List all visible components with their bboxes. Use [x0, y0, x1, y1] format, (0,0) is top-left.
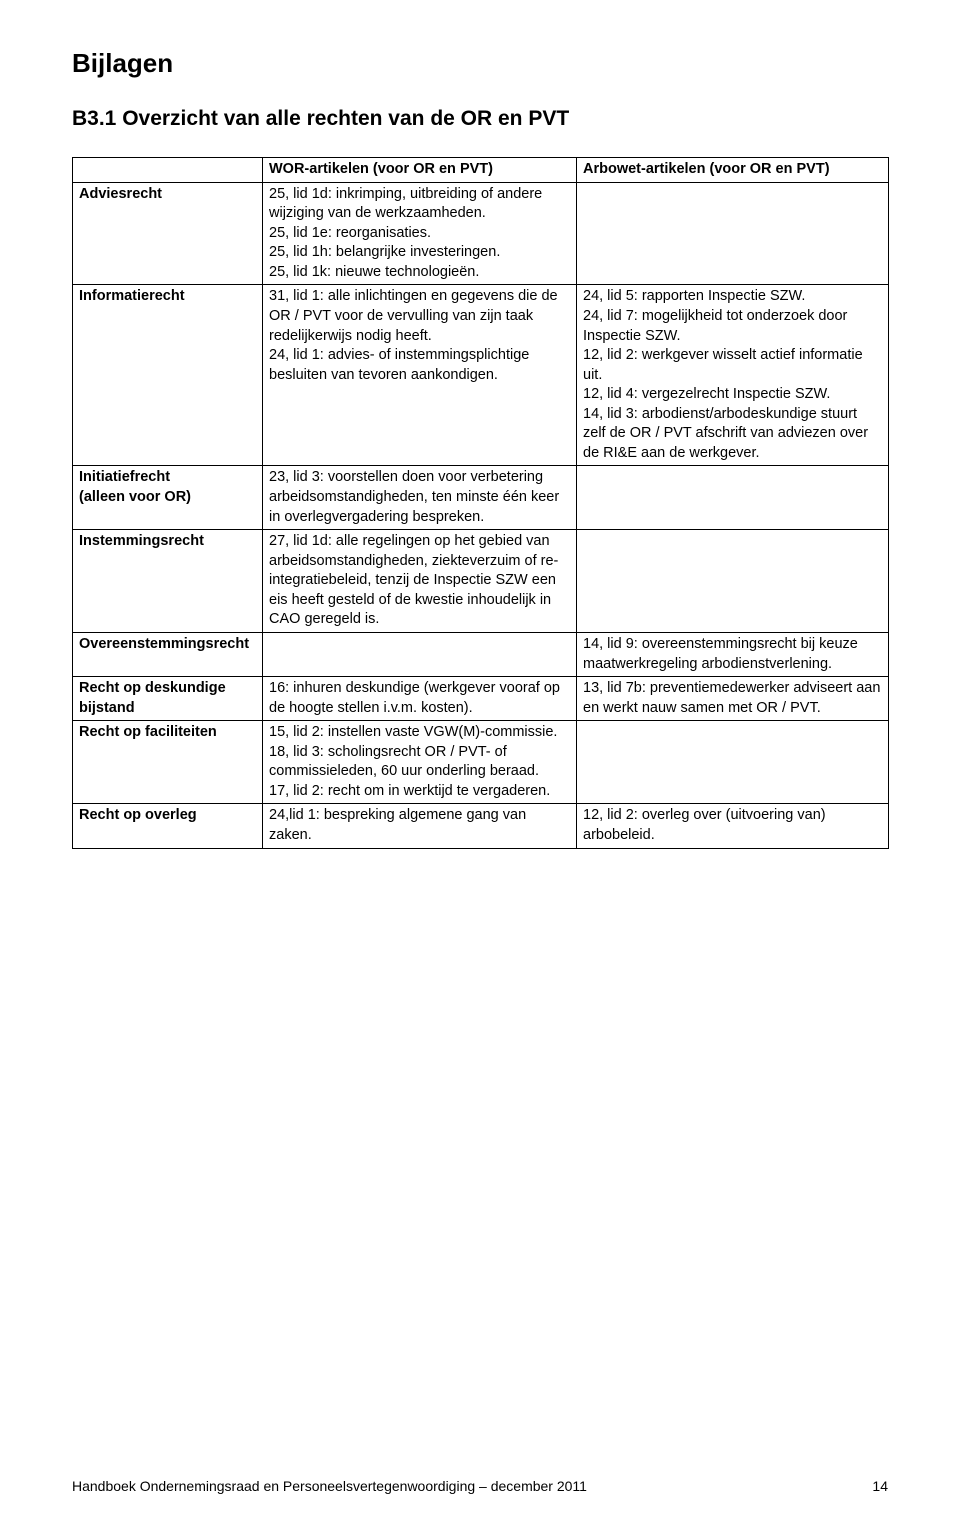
table-row: Recht op overleg 24,lid 1: bespreking al…: [73, 804, 889, 848]
row-wor: 31, lid 1: alle inlichtingen en gegevens…: [263, 285, 577, 466]
row-arbo: [577, 530, 889, 633]
page-title: Bijlagen: [72, 48, 888, 79]
table-row: Adviesrecht 25, lid 1d: inkrimping, uitb…: [73, 182, 889, 285]
row-label: Informatierecht: [73, 285, 263, 466]
row-arbo: [577, 721, 889, 804]
row-label: Adviesrecht: [73, 182, 263, 285]
header-col-1: WOR-artikelen (voor OR en PVT): [263, 158, 577, 183]
rights-table: WOR-artikelen (voor OR en PVT) Arbowet-a…: [72, 157, 889, 849]
page-footer: Handboek Ondernemingsraad en Personeelsv…: [72, 1478, 888, 1494]
table-row: Informatierecht 31, lid 1: alle inlichti…: [73, 285, 889, 466]
row-label: Recht op overleg: [73, 804, 263, 848]
row-arbo: 24, lid 5: rapporten Inspectie SZW. 24, …: [577, 285, 889, 466]
section-title: B3.1 Overzicht van alle rechten van de O…: [72, 107, 888, 131]
row-wor: 27, lid 1d: alle regelingen op het gebie…: [263, 530, 577, 633]
table-header-row: WOR-artikelen (voor OR en PVT) Arbowet-a…: [73, 158, 889, 183]
document-page: Bijlagen B3.1 Overzicht van alle rechten…: [0, 0, 960, 1528]
row-arbo: [577, 466, 889, 530]
row-label: Initiatiefrecht (alleen voor OR): [73, 466, 263, 530]
row-label: Recht op faciliteiten: [73, 721, 263, 804]
row-wor: 23, lid 3: voorstellen doen voor verbete…: [263, 466, 577, 530]
table-row: Recht op deskundige bijstand 16: inhuren…: [73, 677, 889, 721]
row-arbo: 13, lid 7b: preventiemedewerker adviseer…: [577, 677, 889, 721]
row-arbo: 14, lid 9: overeenstemmingsrecht bij keu…: [577, 632, 889, 676]
row-wor: 24,lid 1: bespreking algemene gang van z…: [263, 804, 577, 848]
row-label: Instemmingsrecht: [73, 530, 263, 633]
table-row: Recht op faciliteiten 15, lid 2: instell…: [73, 721, 889, 804]
row-arbo: 12, lid 2: overleg over (uitvoering van)…: [577, 804, 889, 848]
row-arbo: [577, 182, 889, 285]
footer-right: 14: [872, 1478, 888, 1494]
footer-left: Handboek Ondernemingsraad en Personeelsv…: [72, 1478, 587, 1494]
row-wor: [263, 632, 577, 676]
header-col-0: [73, 158, 263, 183]
header-col-2: Arbowet-artikelen (voor OR en PVT): [577, 158, 889, 183]
table-row: Overeenstemmingsrecht 14, lid 9: overeen…: [73, 632, 889, 676]
row-label: Overeenstemmingsrecht: [73, 632, 263, 676]
row-label: Recht op deskundige bijstand: [73, 677, 263, 721]
row-wor: 15, lid 2: instellen vaste VGW(M)-commis…: [263, 721, 577, 804]
row-wor: 16: inhuren deskundige (werkgever vooraf…: [263, 677, 577, 721]
table-row: Instemmingsrecht 27, lid 1d: alle regeli…: [73, 530, 889, 633]
row-wor: 25, lid 1d: inkrimping, uitbreiding of a…: [263, 182, 577, 285]
table-row: Initiatiefrecht (alleen voor OR) 23, lid…: [73, 466, 889, 530]
